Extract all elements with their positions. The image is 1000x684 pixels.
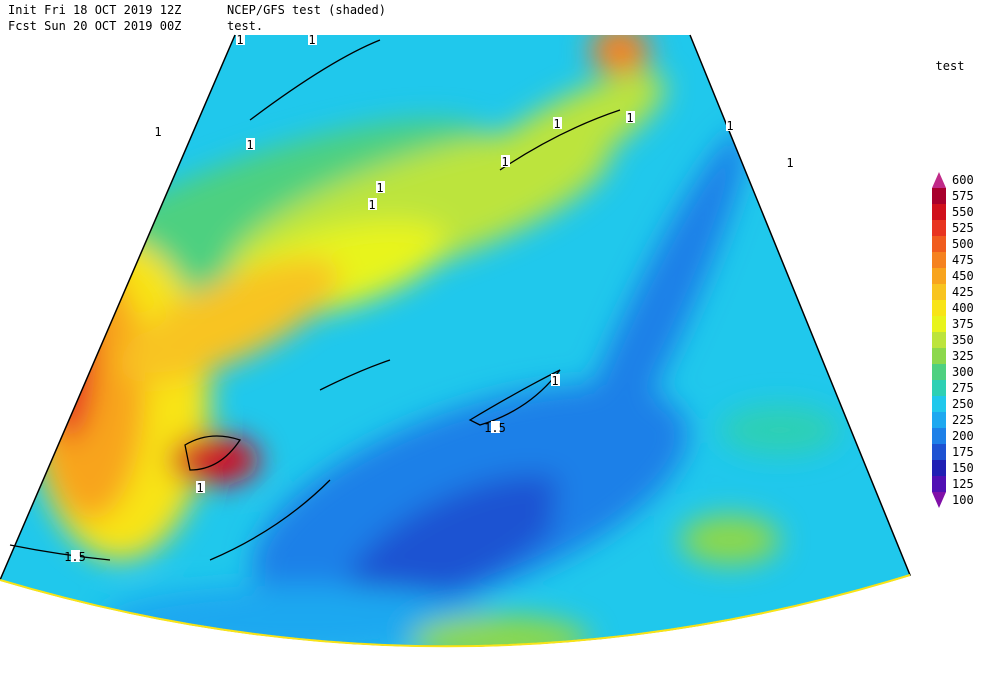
contour-label: 1 — [308, 33, 315, 47]
contour-label-box — [246, 138, 255, 150]
colorbar-box — [932, 284, 946, 300]
colorbar-label: 350 — [952, 333, 974, 347]
contour-label-box — [154, 125, 163, 137]
contour-label-box — [786, 156, 795, 168]
contour-label: 1 — [501, 155, 508, 169]
colorbar-label: 175 — [952, 445, 974, 459]
colorbar-box — [932, 252, 946, 268]
colorbar-box — [932, 348, 946, 364]
colorbar-box — [932, 236, 946, 252]
contour-label: 1 — [246, 138, 253, 152]
contour-label: 1.5 — [484, 421, 506, 435]
contour-label: 1 — [368, 198, 375, 212]
colorbar-label: 325 — [952, 349, 974, 363]
contour-label: 1 — [376, 181, 383, 195]
contour-label: 1 — [553, 117, 560, 131]
colorbar: 600 575 550 525 500 475 450 425 400 375 350 325 300 2… — [932, 172, 974, 508]
contours — [9, 39, 621, 561]
map-bottom-edge — [0, 574, 911, 648]
contour-label: 1 — [154, 125, 161, 139]
colorbar-box — [932, 204, 946, 220]
colorbar-label: 100 — [952, 493, 974, 507]
contour-label-box — [491, 421, 500, 433]
colorbar-label: 525 — [952, 221, 974, 235]
contour-label-box — [196, 481, 205, 493]
colorbar-label: 275 — [952, 381, 974, 395]
init-time: Init Fri 18 OCT 2019 12Z — [8, 3, 181, 17]
colorbar-label: 575 — [952, 189, 974, 203]
contour-label: 1 — [196, 481, 203, 495]
forecast-time: Fcst Sun 20 OCT 2019 00Z — [8, 19, 181, 33]
colorbar-label: 475 — [952, 253, 974, 267]
colorbar-label: 200 — [952, 429, 974, 443]
contour-label-box — [553, 117, 562, 129]
colorbar-arrow — [932, 172, 946, 188]
contour-label-box — [236, 33, 245, 45]
colorbar-box — [932, 188, 946, 204]
colorbar-label: 375 — [952, 317, 974, 331]
colorbar-arrow — [932, 492, 946, 508]
contour-label-box — [368, 198, 377, 210]
contour-label: 1.5 — [64, 550, 86, 564]
contour-label: 1 — [726, 119, 733, 133]
colorbar-label: 550 — [952, 205, 974, 219]
colorbar-box — [932, 316, 946, 332]
colorbar-label: 250 — [952, 397, 974, 411]
colorbar-box — [932, 380, 946, 396]
product-name: NCEP/GFS test (shaded) — [227, 3, 386, 17]
colorbar-label: 500 — [952, 237, 974, 251]
colorbar-box — [932, 476, 946, 492]
colorbar-box — [932, 412, 946, 428]
colorbar-box — [932, 364, 946, 380]
colorbar-box — [932, 396, 946, 412]
contour-label-box — [308, 33, 317, 45]
colorbar-label: 300 — [952, 365, 974, 379]
contour-label-box — [551, 374, 560, 386]
colorbar-box — [932, 300, 946, 316]
colorbar-box — [932, 444, 946, 460]
colorbar-box — [932, 332, 946, 348]
colorbar-box — [932, 460, 946, 476]
colorbar-box — [932, 268, 946, 284]
colorbar-box — [932, 428, 946, 444]
contour-label-box — [71, 550, 80, 562]
colorbar-label: 150 — [952, 461, 974, 475]
contour-label: 1 — [551, 374, 558, 388]
contour-label: 1 — [786, 156, 793, 170]
colorbar-box — [932, 220, 946, 236]
colorbar-label: 450 — [952, 269, 974, 283]
contour-label-box — [376, 181, 385, 193]
contour-label: 1 — [236, 33, 243, 47]
contour-label-box — [501, 155, 510, 167]
colorbar-label: 225 — [952, 413, 974, 427]
colorbar-label: 400 — [952, 301, 974, 315]
contour-label-box — [726, 119, 735, 131]
colorbar-label: 425 — [952, 285, 974, 299]
colorbar-label: 125 — [952, 477, 974, 491]
contour-field: test. — [227, 19, 263, 33]
colorbar-label: 600 — [952, 173, 974, 187]
contour-label-box — [626, 111, 635, 123]
contour-label: 1 — [626, 111, 633, 125]
legend-title: test — [936, 59, 965, 73]
